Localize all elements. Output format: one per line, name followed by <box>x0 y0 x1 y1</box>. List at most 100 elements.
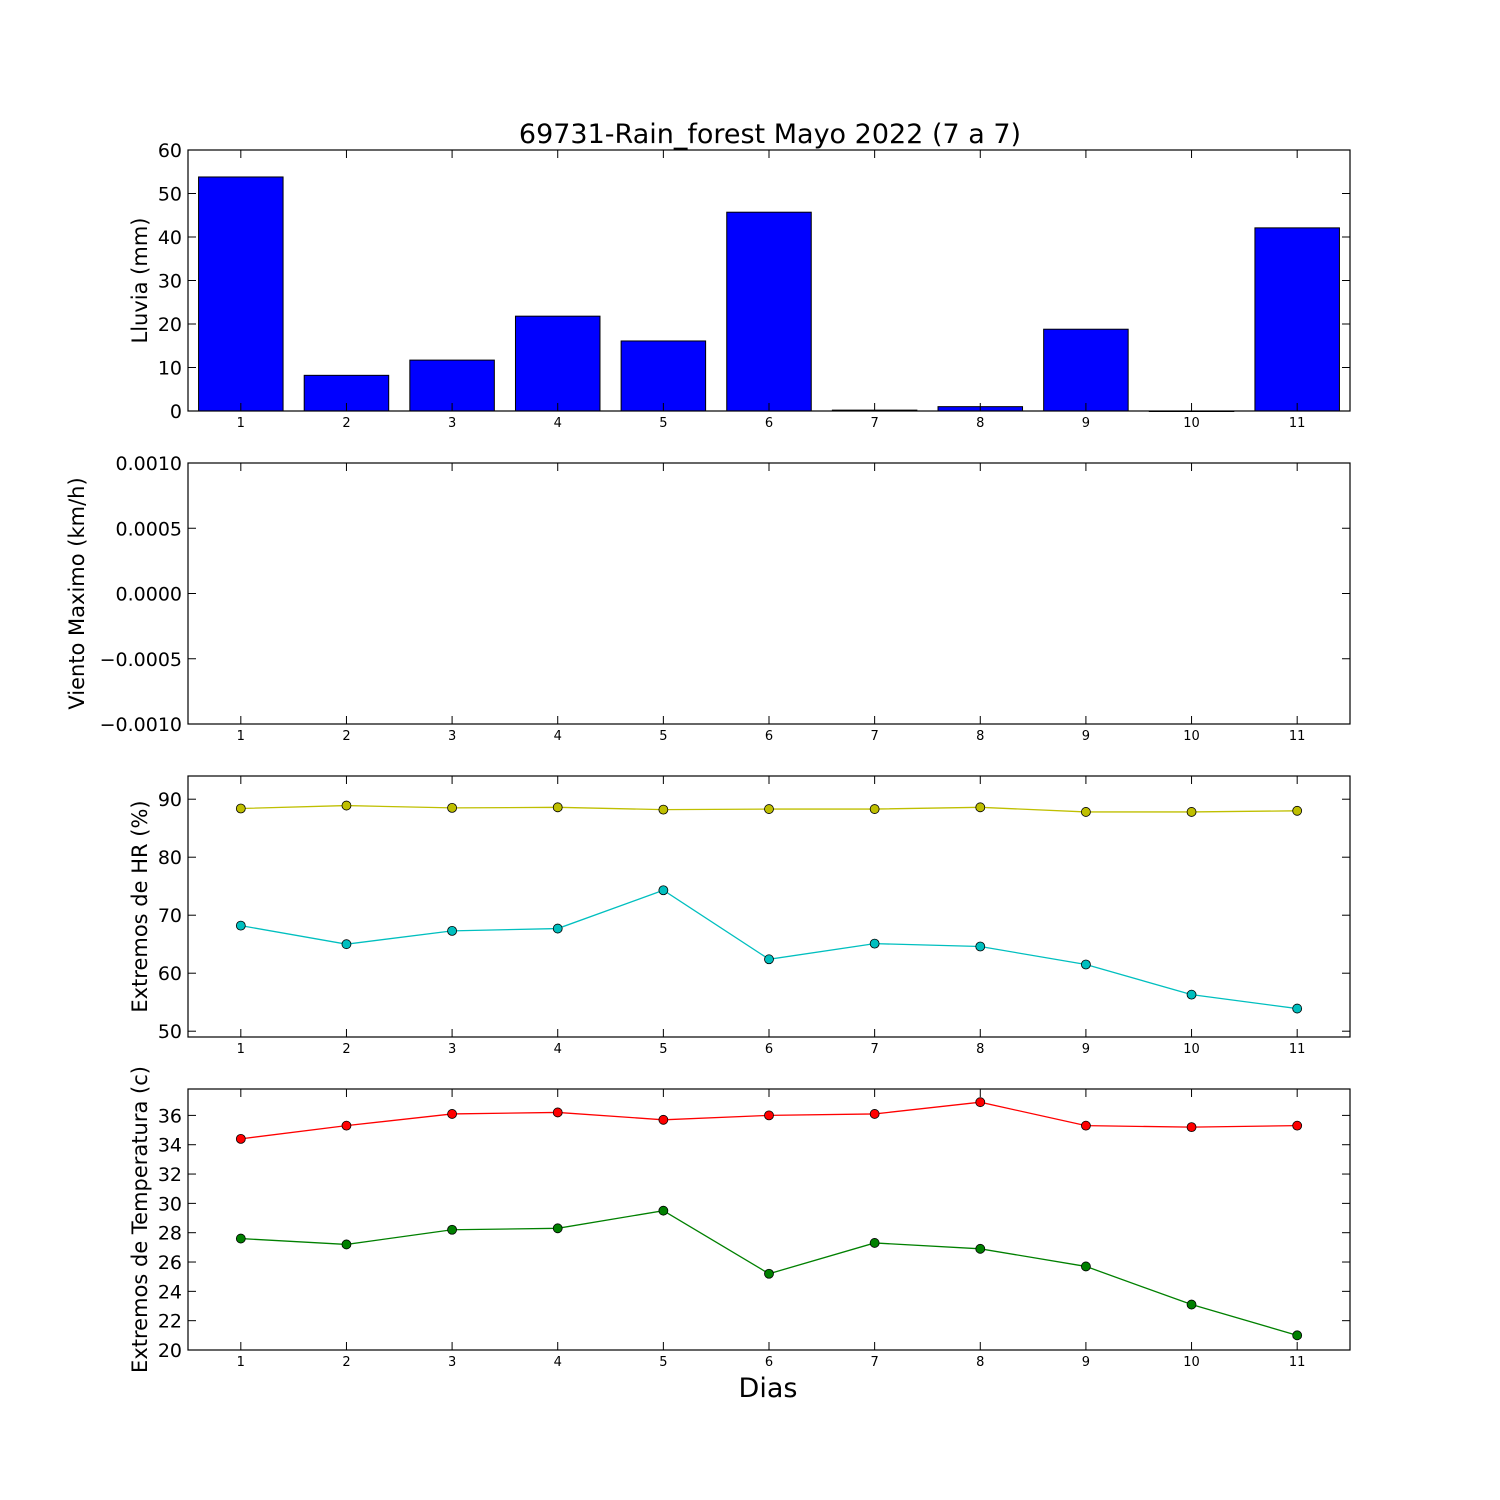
y-tick-label: 0.0005 <box>116 518 182 540</box>
x-tick-label: 11 <box>1289 729 1306 744</box>
y-tick-label: 80 <box>158 847 182 869</box>
x-tick-label: 3 <box>448 1042 456 1057</box>
y-tick-label: 0.0010 <box>116 453 182 475</box>
x-tick-label: 9 <box>1082 729 1090 744</box>
y-axis-label: Extremos de Temperatura (c) <box>128 1066 152 1373</box>
data-point <box>869 1238 880 1248</box>
x-tick-label: 9 <box>1082 416 1090 431</box>
y-tick-label: 26 <box>158 1252 182 1274</box>
x-tick-label: 4 <box>554 729 562 744</box>
x-tick-label: 5 <box>659 416 667 431</box>
plot-frame <box>187 462 1351 725</box>
data-point <box>552 923 563 934</box>
panel-2: −0.0010 −0.0005 0.0000 0.0005 0.0010 1 2 3 4 5 6 7 8… <box>65 453 1351 744</box>
y-tick-label: −0.0005 <box>100 649 182 671</box>
y-tick-label: 40 <box>158 227 182 249</box>
series-line-2 <box>240 889 1298 1010</box>
data-point <box>869 1109 880 1119</box>
data-point <box>764 804 774 814</box>
data-point <box>764 1110 774 1121</box>
data-point <box>552 1223 563 1234</box>
data-point <box>447 1109 457 1119</box>
x-tick-label: 3 <box>448 1355 456 1370</box>
y-tick-label: 70 <box>158 905 182 927</box>
y-tick-label: 0 <box>170 401 182 423</box>
bar <box>620 340 707 412</box>
bar <box>514 315 601 412</box>
y-tick-label: 34 <box>158 1135 182 1157</box>
x-tick-label: 2 <box>342 1355 350 1370</box>
y-tick-label: 30 <box>158 1193 182 1215</box>
x-tick-label: 10 <box>1183 1042 1200 1057</box>
x-tick-label: 10 <box>1183 416 1200 431</box>
x-tick-label: 9 <box>1082 1042 1090 1057</box>
data-point <box>235 920 246 931</box>
x-tick-label: 10 <box>1183 729 1200 744</box>
data-point <box>552 1107 563 1118</box>
x-tick-label: 2 <box>342 1042 350 1057</box>
x-tick-label: 8 <box>976 1355 984 1370</box>
y-tick-label: 36 <box>158 1105 182 1127</box>
figure-title: 69731-Rain_forest Mayo 2022 (7 a 7) <box>519 119 1021 150</box>
data-point <box>235 1133 246 1144</box>
data-point <box>447 925 457 936</box>
data-point <box>975 802 986 813</box>
y-tick-label: 50 <box>158 1021 182 1043</box>
data-point <box>341 1239 352 1250</box>
data-point <box>1292 1330 1303 1341</box>
x-tick-label: 7 <box>870 729 878 744</box>
y-tick-label: 20 <box>158 1340 182 1362</box>
y-tick-label: 60 <box>158 140 182 162</box>
x-tick-label: 6 <box>765 416 773 431</box>
x-tick-label: 6 <box>765 1042 773 1057</box>
y-axis-label: Lluvia (mm) <box>128 218 152 344</box>
x-tick-label: 8 <box>976 1042 984 1057</box>
panel-1: 0 10 20 30 40 50 60 1 2 3 4 5 6 7 8 9 10 11 Lluvia (mm) <box>128 140 1351 431</box>
data-point <box>1292 1003 1303 1014</box>
y-tick-label: −0.0010 <box>100 714 182 736</box>
data-point <box>341 1120 352 1131</box>
y-tick-label: 32 <box>158 1164 182 1186</box>
y-tick-label: 30 <box>158 271 182 293</box>
data-point <box>552 802 563 813</box>
data-point <box>658 804 669 815</box>
data-point <box>1186 807 1197 817</box>
data-point <box>341 939 352 950</box>
data-point <box>869 938 880 949</box>
data-point <box>447 1224 457 1235</box>
x-tick-label: 11 <box>1289 1042 1306 1057</box>
x-tick-label: 4 <box>554 1042 562 1057</box>
plot-frame <box>187 775 1351 1038</box>
bar <box>726 211 812 412</box>
data-point <box>1186 1299 1197 1310</box>
x-tick-label: 2 <box>342 729 350 744</box>
x-tick-label: 7 <box>870 1042 878 1057</box>
data-point <box>1081 959 1091 970</box>
x-tick-label: 6 <box>765 1355 773 1370</box>
data-point <box>658 1114 669 1125</box>
data-point <box>975 941 986 952</box>
x-tick-label: 5 <box>659 1042 667 1057</box>
data-point <box>1081 1120 1091 1131</box>
x-tick-label: 1 <box>237 1042 245 1057</box>
x-tick-label: 4 <box>554 416 562 431</box>
x-tick-label: 6 <box>765 729 773 744</box>
y-tick-label: 0.0000 <box>116 584 182 606</box>
bar <box>198 176 284 412</box>
bar <box>1254 227 1340 412</box>
x-tick-label: 10 <box>1183 1355 1200 1370</box>
data-point <box>1081 807 1091 817</box>
y-axis-label: Extremos de HR (%) <box>128 800 152 1012</box>
data-point <box>658 885 669 896</box>
x-tick-label: 8 <box>976 416 984 431</box>
x-tick-label: 8 <box>976 729 984 744</box>
x-tick-label: 11 <box>1289 1355 1306 1370</box>
x-tick-label: 5 <box>659 1355 667 1370</box>
x-tick-label: 1 <box>237 729 245 744</box>
y-tick-label: 24 <box>158 1281 182 1303</box>
plot-frame <box>187 1088 1351 1351</box>
data-point <box>1186 1122 1197 1133</box>
x-tick-label: 5 <box>659 729 667 744</box>
